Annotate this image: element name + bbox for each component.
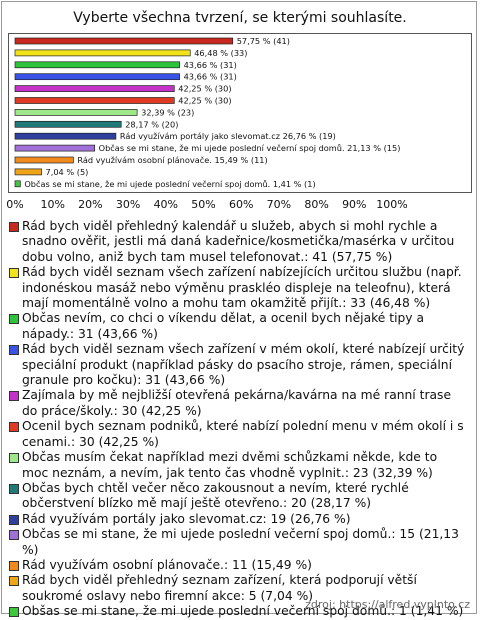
bar xyxy=(14,168,42,176)
bar-label: 7,04 % (5) xyxy=(46,167,89,177)
bar xyxy=(14,144,96,152)
x-tick-label: 90% xyxy=(342,198,366,211)
legend-swatch xyxy=(9,268,19,279)
bar xyxy=(14,109,138,116)
legend-entry: Občas bych chtěl večer něco zakousnout a… xyxy=(8,481,466,512)
bar xyxy=(14,132,117,140)
bar xyxy=(14,97,175,104)
x-tick-label: 30% xyxy=(116,198,140,211)
bar-label: 42,25 % (30) xyxy=(178,84,231,94)
legend-text: Ocenil bych seznam podniků, které nabízí… xyxy=(22,419,464,449)
bar-label: 46,48 % (33) xyxy=(194,48,247,58)
legend-entry: Rád bych viděl seznam všech zařízení v m… xyxy=(8,342,466,388)
legend-text: Občas bych chtěl večer něco zakousnout a… xyxy=(22,480,409,511)
source: zdroj: https://alfred.vyplnto.cz xyxy=(305,598,470,611)
bar xyxy=(14,37,234,45)
bar-label: Rád využívám portály jako slevomat.cz 26… xyxy=(120,131,336,141)
legend-swatch xyxy=(9,483,19,494)
bar-label: Občas se mi stane, že mi ujede poslední … xyxy=(24,179,315,189)
legend-entry: Rád využívám portály jako slevomat.cz: 1… xyxy=(8,512,466,527)
x-tick-label: 20% xyxy=(78,198,102,211)
bar-label: Občas se mi stane, že mi ujede poslední … xyxy=(99,143,401,153)
legend-text: Rád využívám osobní plánovače.: 11 (15,4… xyxy=(22,557,312,572)
legend-entry: Ocenil bych seznam podniků, které nabízí… xyxy=(8,419,466,450)
legend-text: Zajímala by mě nejbližší otevřená pekárn… xyxy=(22,388,452,418)
legend-swatch xyxy=(9,314,19,325)
legend-text: Občas se mi stane, že mi ujede poslední … xyxy=(22,527,459,557)
legend-entry: Občas musím čekat například mezi dvěmi s… xyxy=(8,450,466,481)
legend-swatch xyxy=(9,607,19,618)
legend-entry: Občas nevím, co chci o víkendu dělat, a … xyxy=(8,311,466,342)
bar xyxy=(14,49,191,57)
legend-text: Obšas se mi stane, že mi ujede poslední … xyxy=(22,604,464,619)
legend-entry: Rád bych viděl přehledný kalendář u služ… xyxy=(8,219,466,265)
bar xyxy=(14,61,180,69)
x-tick-label: 70% xyxy=(267,198,291,211)
legend-swatch xyxy=(9,514,19,525)
legend-swatch xyxy=(9,422,19,433)
x-tick-label: 100% xyxy=(376,198,407,211)
legend-text: Občas musím čekat například mezi dvěmi s… xyxy=(22,450,438,480)
bar xyxy=(14,180,21,188)
legend-entry: Rád bych viděl přehledný seznam zařízení… xyxy=(8,573,466,604)
bar-label: 57,75 % (41) xyxy=(237,36,290,46)
x-tick-label: 40% xyxy=(154,198,178,211)
bar-label: Rád využívám osobní plánovače. 15,49 % (… xyxy=(77,155,267,165)
legend-text: Rád bych viděl seznam všech zařízení v m… xyxy=(22,342,465,388)
legend-swatch xyxy=(9,453,19,464)
x-tick-label: 0% xyxy=(6,198,23,211)
legend: Rád bych viděl přehledný kalendář u služ… xyxy=(8,219,466,620)
bar xyxy=(14,73,180,81)
legend-swatch xyxy=(9,222,19,232)
legend-entry: Rád bych viděl seznam všech zařízení nab… xyxy=(8,265,466,311)
x-tick-label: 10% xyxy=(40,198,64,211)
x-tick-label: 60% xyxy=(229,198,253,211)
x-tick-label: 80% xyxy=(304,198,328,211)
bar-label: 43,66 % (31) xyxy=(184,60,237,70)
bar xyxy=(14,120,122,128)
legend-entry: Rád využívám osobní plánovače.: 11 (15,4… xyxy=(8,558,466,573)
legend-text: Rád bych viděl přehledný kalendář u služ… xyxy=(22,219,455,264)
legend-swatch xyxy=(9,391,19,402)
legend-text: Rád využívám portály jako slevomat.cz: 1… xyxy=(22,511,351,526)
bar-label: 32,39 % (23) xyxy=(141,107,194,117)
legend-swatch xyxy=(9,530,19,541)
chart: 0% 10% 20% 30% 40% 50% 60% 70% 80% 90% 100% 57,75 %… xyxy=(6,33,472,211)
legend-swatch xyxy=(9,345,19,356)
x-tick-label: 50% xyxy=(191,198,215,211)
bar xyxy=(14,85,175,92)
legend-swatch xyxy=(9,576,19,587)
legend-text: Rád bych viděl přehledný seznam zařízení… xyxy=(22,573,417,603)
legend-entry: Zajímala by mě nejbližší otevřená pekárn… xyxy=(8,388,466,419)
legend-swatch xyxy=(9,560,19,571)
bar-label: 42,25 % (30) xyxy=(178,96,231,106)
chart-title: Vyberte všechna tvrzení, se kterými souh… xyxy=(73,10,407,26)
legend-text: Občas nevím, co chci o víkendu dělat, a … xyxy=(22,311,425,341)
legend-entry: Občas se mi stane, že mi ujede poslední … xyxy=(8,527,466,558)
bar-label: 43,66 % (31) xyxy=(184,72,237,82)
bar xyxy=(14,156,74,164)
bar-label: 28,17 % (20) xyxy=(125,119,178,129)
legend-text: Rád bych viděl seznam všech zařízení nab… xyxy=(22,265,462,311)
